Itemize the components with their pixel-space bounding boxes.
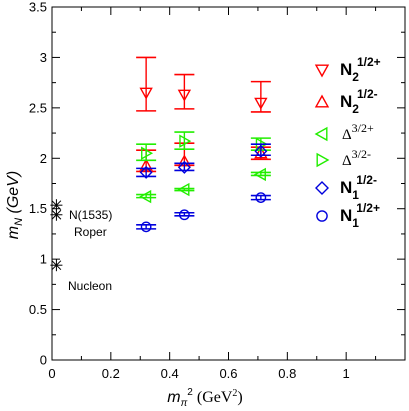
x-axis-title: mπ2 (GeV2)	[167, 387, 242, 409]
data-point	[253, 167, 266, 182]
series-n1-1-2-	[136, 143, 271, 179]
asterisk-stroke	[51, 209, 62, 220]
legend-item: N11/2-	[315, 173, 377, 202]
asterisk-marker	[50, 259, 63, 272]
legend-item: N21/2-	[314, 87, 378, 116]
legend-marker	[315, 181, 329, 195]
data-point	[139, 189, 152, 204]
legend-label: N21/2+	[340, 55, 381, 84]
asterisk-marker	[50, 208, 63, 221]
legend-item: Δ3/2+	[314, 121, 374, 143]
y-tick-label: 1.5	[29, 201, 47, 216]
data-point	[177, 182, 190, 197]
data-point	[141, 146, 154, 160]
legend-marker	[314, 94, 330, 108]
legend-label: Δ3/2+	[342, 121, 374, 143]
legend-item: Δ3/2-	[316, 147, 371, 169]
data-point	[254, 97, 268, 110]
legend-marker	[316, 210, 328, 222]
x-tick-label: 1	[343, 366, 350, 381]
y-tick-label: 2	[40, 151, 47, 166]
y-tick-label: 0.5	[29, 302, 47, 317]
data-point	[140, 221, 152, 233]
y-tick-label: 0	[40, 353, 47, 368]
data-marks	[136, 56, 271, 233]
asterisk-stroke	[51, 200, 62, 211]
legend-item: N11/2+	[316, 201, 380, 230]
data-point	[179, 134, 192, 148]
legend: N21/2+ N21/2- Δ3/2+ Δ3/2- N11/2-N11/2+	[314, 55, 381, 230]
legend-item: N21/2+	[314, 55, 381, 84]
axes: 0 0.2 0.4 0.6 0.8 1 0 0.5 1 1.5 2 2.5 3 3.5	[29, 0, 405, 381]
data-point	[139, 165, 153, 179]
data-point	[178, 209, 190, 221]
y-axis-title: mN (GeV)	[5, 171, 25, 239]
data-point	[255, 192, 267, 203]
y-tick-label: 3	[40, 50, 47, 65]
x-tick-label: 0.6	[219, 366, 237, 381]
experimental-label: N(1535)	[69, 208, 112, 222]
x-tick-label: 0.8	[278, 366, 296, 381]
series-n2-1-2-	[136, 56, 271, 113]
y-tick-label: 1	[40, 252, 47, 267]
legend-label: N11/2-	[340, 173, 377, 202]
experimental-label: Nucleon	[68, 279, 112, 293]
asterisk-stroke	[51, 260, 62, 271]
data-point	[139, 87, 153, 100]
legend-marker	[314, 64, 330, 78]
data-point	[177, 89, 192, 102]
x-tick-label: 0.2	[102, 366, 120, 381]
series--3-2-	[136, 167, 271, 204]
legend-label: N21/2-	[340, 87, 378, 116]
x-tick-label: 0	[48, 366, 55, 381]
series-n1-1-2-	[136, 192, 271, 233]
legend-label: N11/2+	[340, 201, 380, 230]
legend-label: Δ3/2-	[342, 147, 371, 169]
legend-marker	[314, 126, 328, 142]
experimental-markers: N(1535) Roper Nucleon	[50, 199, 112, 293]
legend-marker	[316, 152, 330, 168]
data-point	[254, 144, 268, 158]
experimental-label: Roper	[74, 225, 107, 239]
x-tick-label: 0.4	[161, 366, 179, 381]
y-tick-label: 2.5	[29, 100, 47, 115]
y-tick-label: 3.5	[29, 0, 47, 15]
data-point	[177, 160, 191, 174]
